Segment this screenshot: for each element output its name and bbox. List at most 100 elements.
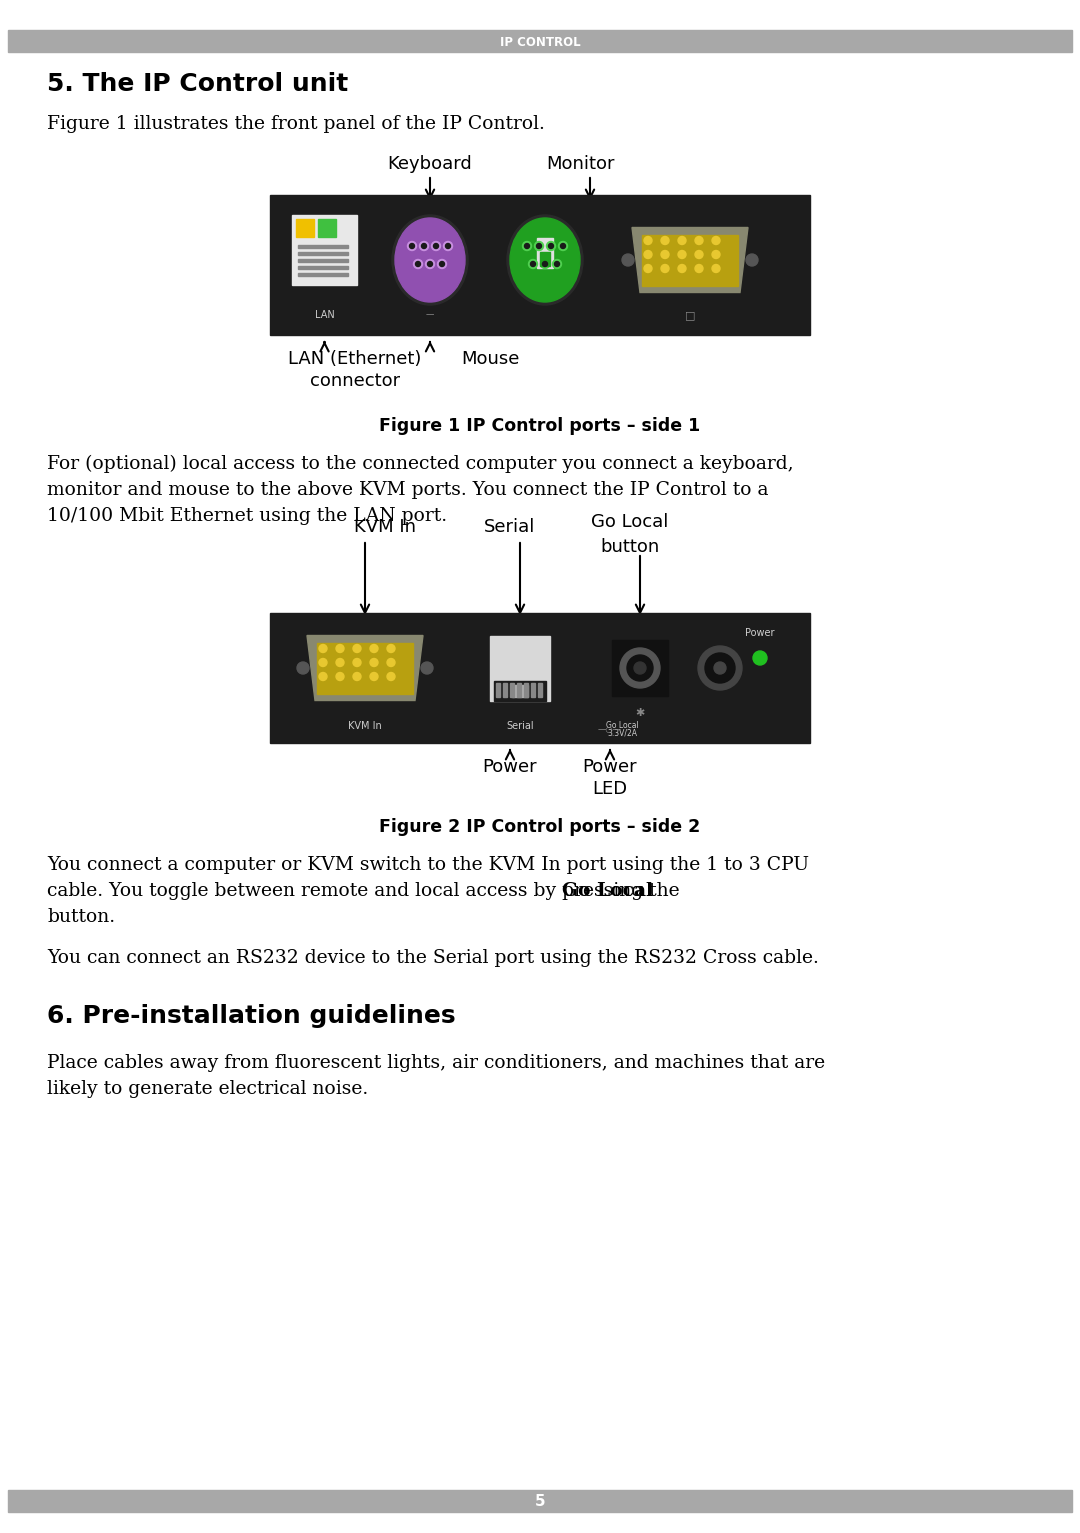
Text: cable. You toggle between remote and local access by pressing the: cable. You toggle between remote and loc… bbox=[48, 881, 686, 900]
Circle shape bbox=[558, 242, 567, 250]
Circle shape bbox=[705, 653, 735, 684]
Circle shape bbox=[414, 259, 422, 268]
Circle shape bbox=[714, 662, 726, 675]
Bar bbox=[517, 682, 521, 696]
Circle shape bbox=[336, 659, 345, 667]
Circle shape bbox=[387, 673, 395, 681]
Circle shape bbox=[416, 262, 420, 267]
Text: Go Local: Go Local bbox=[562, 881, 653, 900]
Bar bbox=[270, 195, 810, 336]
Text: You can connect an RS232 device to the Serial port using the RS232 Cross cable.: You can connect an RS232 device to the S… bbox=[48, 949, 819, 967]
Text: Power: Power bbox=[745, 629, 774, 638]
Bar bbox=[270, 613, 810, 744]
Text: KVM In: KVM In bbox=[354, 518, 416, 537]
Bar bbox=[531, 682, 535, 696]
Bar bbox=[538, 682, 542, 696]
Circle shape bbox=[661, 250, 669, 259]
Circle shape bbox=[528, 259, 538, 268]
Circle shape bbox=[370, 673, 378, 681]
Bar bbox=[298, 267, 348, 268]
Text: Figure 1 illustrates the front panel of the IP Control.: Figure 1 illustrates the front panel of … bbox=[48, 115, 545, 133]
Circle shape bbox=[712, 236, 720, 244]
Bar bbox=[540, 251, 550, 267]
Text: Go Local: Go Local bbox=[606, 721, 638, 730]
Circle shape bbox=[319, 659, 327, 667]
Circle shape bbox=[319, 673, 327, 681]
Circle shape bbox=[535, 242, 543, 250]
Text: Go Local: Go Local bbox=[592, 514, 669, 530]
Circle shape bbox=[407, 242, 417, 250]
Circle shape bbox=[353, 673, 361, 681]
Circle shape bbox=[634, 662, 646, 675]
Bar bbox=[318, 642, 413, 693]
Circle shape bbox=[678, 265, 686, 273]
Text: 5. The IP Control unit: 5. The IP Control unit bbox=[48, 72, 348, 97]
Circle shape bbox=[446, 244, 450, 248]
Text: Power: Power bbox=[483, 757, 538, 776]
Polygon shape bbox=[307, 636, 423, 701]
Bar bbox=[298, 245, 348, 248]
Circle shape bbox=[644, 236, 652, 244]
Circle shape bbox=[530, 262, 536, 267]
Polygon shape bbox=[632, 227, 748, 293]
Bar bbox=[612, 639, 669, 696]
Text: Place cables away from fluorescent lights, air conditioners, and machines that a: Place cables away from fluorescent light… bbox=[48, 1055, 825, 1072]
Bar bbox=[296, 219, 314, 238]
Bar bbox=[512, 685, 528, 696]
Circle shape bbox=[542, 262, 548, 267]
Circle shape bbox=[698, 645, 742, 690]
Circle shape bbox=[622, 254, 634, 267]
Circle shape bbox=[525, 244, 529, 248]
Text: 6. Pre-installation guidelines: 6. Pre-installation guidelines bbox=[48, 1004, 456, 1029]
Text: button: button bbox=[600, 538, 660, 556]
Circle shape bbox=[696, 236, 703, 244]
Text: button.: button. bbox=[48, 908, 116, 926]
Circle shape bbox=[678, 236, 686, 244]
Ellipse shape bbox=[395, 218, 465, 302]
Text: KVM In: KVM In bbox=[348, 721, 382, 731]
Circle shape bbox=[421, 244, 427, 248]
Text: ✱: ✱ bbox=[635, 708, 645, 717]
Circle shape bbox=[336, 673, 345, 681]
Circle shape bbox=[712, 250, 720, 259]
Circle shape bbox=[712, 265, 720, 273]
Text: For (optional) local access to the connected computer you connect a keyboard,: For (optional) local access to the conne… bbox=[48, 455, 794, 474]
Ellipse shape bbox=[507, 215, 583, 305]
Circle shape bbox=[409, 244, 415, 248]
Circle shape bbox=[753, 652, 767, 665]
Text: likely to generate electrical noise.: likely to generate electrical noise. bbox=[48, 1081, 368, 1098]
Circle shape bbox=[620, 648, 660, 688]
Text: Serial: Serial bbox=[507, 721, 534, 731]
Circle shape bbox=[370, 644, 378, 653]
Circle shape bbox=[661, 236, 669, 244]
Circle shape bbox=[661, 265, 669, 273]
Text: monitor and mouse to the above KVM ports. You connect the IP Control to a: monitor and mouse to the above KVM ports… bbox=[48, 481, 769, 500]
Bar bbox=[503, 682, 507, 696]
Circle shape bbox=[297, 662, 309, 675]
Circle shape bbox=[432, 242, 441, 250]
Text: 5: 5 bbox=[535, 1493, 545, 1508]
Circle shape bbox=[387, 644, 395, 653]
Text: LED: LED bbox=[593, 780, 627, 799]
Circle shape bbox=[444, 242, 453, 250]
Bar bbox=[8, 1490, 1072, 1512]
Circle shape bbox=[421, 662, 433, 675]
Text: connector: connector bbox=[310, 373, 400, 389]
Bar bbox=[537, 238, 553, 268]
Bar bbox=[318, 219, 336, 238]
Text: Mouse: Mouse bbox=[461, 350, 519, 368]
Text: LAN (Ethernet): LAN (Ethernet) bbox=[288, 350, 421, 368]
Circle shape bbox=[696, 250, 703, 259]
Text: You connect a computer or KVM switch to the KVM In port using the 1 to 3 CPU: You connect a computer or KVM switch to … bbox=[48, 855, 809, 874]
Circle shape bbox=[370, 659, 378, 667]
Circle shape bbox=[353, 659, 361, 667]
Text: 3.3V/2A: 3.3V/2A bbox=[607, 730, 637, 737]
Circle shape bbox=[549, 244, 554, 248]
Circle shape bbox=[426, 259, 434, 268]
Bar bbox=[298, 251, 348, 254]
Circle shape bbox=[419, 242, 429, 250]
Circle shape bbox=[437, 259, 446, 268]
Circle shape bbox=[537, 244, 541, 248]
Bar bbox=[298, 259, 348, 262]
Circle shape bbox=[353, 644, 361, 653]
